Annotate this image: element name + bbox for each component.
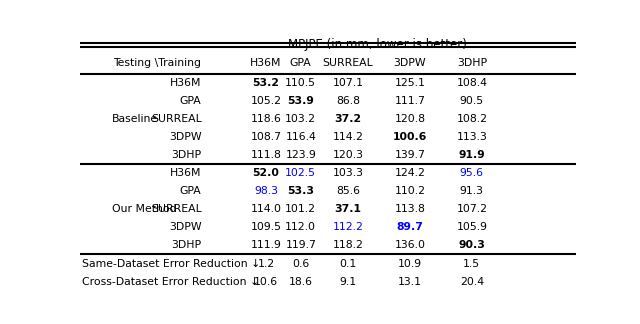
Text: 89.7: 89.7 bbox=[396, 222, 423, 232]
Text: GPA: GPA bbox=[290, 58, 312, 68]
Text: 123.9: 123.9 bbox=[285, 150, 316, 160]
Text: 0.6: 0.6 bbox=[292, 259, 309, 269]
Text: 0.1: 0.1 bbox=[339, 259, 356, 269]
Text: 120.3: 120.3 bbox=[332, 150, 364, 160]
Text: 1.5: 1.5 bbox=[463, 259, 481, 269]
Text: 111.7: 111.7 bbox=[394, 96, 425, 106]
Text: 107.2: 107.2 bbox=[456, 204, 487, 214]
Text: 120.8: 120.8 bbox=[394, 114, 426, 124]
Text: 100.6: 100.6 bbox=[393, 132, 427, 142]
Text: 119.7: 119.7 bbox=[285, 240, 316, 250]
Text: 108.4: 108.4 bbox=[456, 78, 487, 88]
Text: 116.4: 116.4 bbox=[285, 132, 316, 142]
Text: 110.2: 110.2 bbox=[394, 186, 426, 196]
Text: 114.0: 114.0 bbox=[250, 204, 282, 214]
Text: 125.1: 125.1 bbox=[394, 78, 425, 88]
Text: 101.2: 101.2 bbox=[285, 204, 316, 214]
Text: 105.2: 105.2 bbox=[250, 96, 282, 106]
Text: SURREAL: SURREAL bbox=[151, 114, 202, 124]
Text: 118.6: 118.6 bbox=[251, 114, 282, 124]
Text: 3DPW: 3DPW bbox=[169, 132, 202, 142]
Text: 105.9: 105.9 bbox=[456, 222, 487, 232]
Text: GPA: GPA bbox=[180, 186, 202, 196]
Text: Our Method: Our Method bbox=[112, 204, 177, 214]
Text: SURREAL: SURREAL bbox=[323, 58, 373, 68]
Text: 103.3: 103.3 bbox=[332, 168, 364, 178]
Text: 52.0: 52.0 bbox=[253, 168, 280, 178]
Text: 95.6: 95.6 bbox=[460, 168, 484, 178]
Text: 90.3: 90.3 bbox=[458, 240, 485, 250]
Text: 109.5: 109.5 bbox=[250, 222, 282, 232]
Text: 136.0: 136.0 bbox=[394, 240, 426, 250]
Text: 113.8: 113.8 bbox=[394, 204, 425, 214]
Text: 53.2: 53.2 bbox=[253, 78, 280, 88]
Text: 10.9: 10.9 bbox=[398, 259, 422, 269]
Text: 91.3: 91.3 bbox=[460, 186, 484, 196]
Text: H36M: H36M bbox=[170, 78, 202, 88]
Text: 124.2: 124.2 bbox=[394, 168, 425, 178]
Text: 108.7: 108.7 bbox=[250, 132, 282, 142]
Text: 3DPW: 3DPW bbox=[394, 58, 426, 68]
Text: 98.3: 98.3 bbox=[254, 186, 278, 196]
Text: 112.2: 112.2 bbox=[332, 222, 364, 232]
Text: 85.6: 85.6 bbox=[336, 186, 360, 196]
Text: 53.9: 53.9 bbox=[287, 96, 314, 106]
Text: 112.0: 112.0 bbox=[285, 222, 316, 232]
Text: 3DHP: 3DHP bbox=[172, 150, 202, 160]
Text: 1.2: 1.2 bbox=[257, 259, 275, 269]
Text: 113.3: 113.3 bbox=[456, 132, 487, 142]
Text: 111.9: 111.9 bbox=[251, 240, 282, 250]
Text: 90.5: 90.5 bbox=[460, 96, 484, 106]
Text: H36M: H36M bbox=[250, 58, 282, 68]
Text: Same-Dataset Error Reduction ↓: Same-Dataset Error Reduction ↓ bbox=[83, 259, 260, 269]
Text: 3DPW: 3DPW bbox=[169, 222, 202, 232]
Text: 139.7: 139.7 bbox=[394, 150, 425, 160]
Text: 37.2: 37.2 bbox=[334, 114, 362, 124]
Text: 102.5: 102.5 bbox=[285, 168, 316, 178]
Text: 118.2: 118.2 bbox=[332, 240, 364, 250]
Text: 37.1: 37.1 bbox=[334, 204, 362, 214]
Text: 86.8: 86.8 bbox=[336, 96, 360, 106]
Text: 18.6: 18.6 bbox=[289, 277, 313, 287]
Text: 110.5: 110.5 bbox=[285, 78, 316, 88]
Text: 91.9: 91.9 bbox=[458, 150, 485, 160]
Text: Testing \Training: Testing \Training bbox=[113, 58, 202, 68]
Text: 103.2: 103.2 bbox=[285, 114, 316, 124]
Text: 10.6: 10.6 bbox=[254, 277, 278, 287]
Text: H36M: H36M bbox=[170, 168, 202, 178]
Text: 3DHP: 3DHP bbox=[457, 58, 487, 68]
Text: 9.1: 9.1 bbox=[339, 277, 356, 287]
Text: 107.1: 107.1 bbox=[332, 78, 364, 88]
Text: 13.1: 13.1 bbox=[398, 277, 422, 287]
Text: 3DHP: 3DHP bbox=[172, 240, 202, 250]
Text: 108.2: 108.2 bbox=[456, 114, 487, 124]
Text: 53.3: 53.3 bbox=[287, 186, 314, 196]
Text: Cross-Dataset Error Reduction ↓: Cross-Dataset Error Reduction ↓ bbox=[83, 277, 260, 287]
Text: GPA: GPA bbox=[180, 96, 202, 106]
Text: 20.4: 20.4 bbox=[460, 277, 484, 287]
Text: Baseline: Baseline bbox=[112, 114, 158, 124]
Text: 114.2: 114.2 bbox=[332, 132, 364, 142]
Text: MPJPE (in mm, lower is better): MPJPE (in mm, lower is better) bbox=[288, 38, 467, 52]
Text: SURREAL: SURREAL bbox=[151, 204, 202, 214]
Text: 111.8: 111.8 bbox=[251, 150, 282, 160]
